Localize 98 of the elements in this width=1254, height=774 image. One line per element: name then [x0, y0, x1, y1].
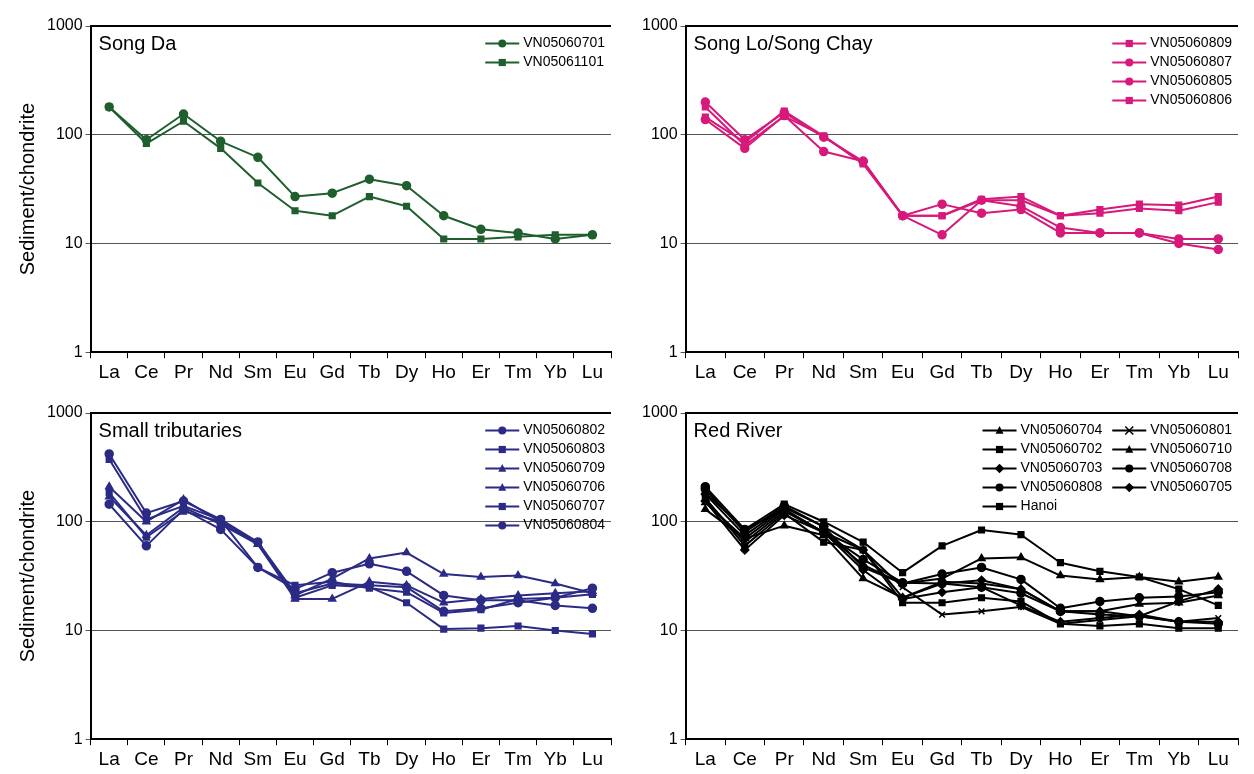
chart-title: Song Lo/Song Chay [693, 31, 873, 54]
legend-label: VN05060704 [1020, 421, 1103, 438]
legend-label: VN05060803 [523, 440, 606, 457]
x-tick-label: La [694, 747, 717, 769]
x-tick-label: Lu [1207, 360, 1229, 382]
x-tick-label: Er [471, 360, 492, 382]
x-tick-label: Ho [431, 360, 456, 382]
chart-title: Song Da [98, 31, 178, 54]
y-tick-label: 1000 [47, 16, 83, 34]
x-tick-label: Ho [1048, 747, 1073, 769]
y-tick-label: 1 [668, 729, 678, 747]
x-tick-label: Eu [283, 747, 307, 769]
x-tick-label: Tm [504, 360, 532, 382]
x-tick-label: Gd [319, 360, 345, 382]
y-tick-label: 1000 [642, 16, 678, 34]
y-tick-label: 10 [659, 233, 678, 251]
x-tick-label: Pr [174, 360, 194, 382]
legend-label: VN05060706 [523, 478, 606, 495]
x-tick-label: La [694, 360, 717, 382]
x-tick-label: Ho [1048, 360, 1073, 382]
x-tick-label: La [98, 747, 121, 769]
x-tick-label: Yb [543, 747, 567, 769]
y-tick-label: 100 [55, 512, 83, 530]
y-tick-label: 1000 [47, 403, 83, 421]
legend-label: VN05060807 [1150, 53, 1233, 70]
y-axis-title: Sediment/chondrite [15, 102, 38, 276]
x-tick-label: Ce [732, 360, 757, 382]
x-tick-label: Gd [319, 747, 345, 769]
x-tick-label: Tb [358, 360, 381, 382]
legend-label: VN05060710 [1150, 440, 1233, 457]
x-tick-label: Nd [811, 360, 836, 382]
y-tick-label: 1000 [642, 403, 678, 421]
x-tick-label: Pr [774, 747, 795, 769]
legend-label: VN05060808 [1020, 478, 1103, 495]
legend-label: VN05060805 [1150, 72, 1233, 89]
legend-label: VN05060802 [523, 421, 606, 438]
legend-label: VN05060809 [1150, 34, 1233, 51]
x-tick-label: Yb [1167, 360, 1191, 382]
y-tick-label: 1 [668, 342, 678, 360]
x-tick-label: Ce [134, 360, 159, 382]
x-tick-label: Ce [134, 747, 159, 769]
legend-label: VN05060701 [523, 34, 606, 51]
x-tick-label: Sm [848, 747, 878, 769]
x-tick-label: Gd [929, 360, 955, 382]
x-tick-label: Pr [174, 747, 194, 769]
x-tick-label: Tm [504, 747, 532, 769]
x-tick-label: Tb [970, 360, 993, 382]
y-tick-label: 1 [73, 342, 83, 360]
x-tick-label: Nd [208, 360, 233, 382]
y-tick-label: 100 [650, 512, 678, 530]
x-tick-label: Lu [581, 747, 603, 769]
legend-label: VN05060703 [1020, 459, 1103, 476]
y-tick-label: 100 [55, 125, 83, 143]
x-tick-label: Nd [208, 747, 233, 769]
x-tick-label: Dy [1009, 747, 1034, 769]
legend-label: VN05060709 [523, 459, 606, 476]
x-tick-label: Ce [732, 747, 757, 769]
x-tick-label: Eu [283, 360, 307, 382]
x-tick-label: Sm [243, 360, 273, 382]
x-tick-label: Pr [774, 360, 795, 382]
legend-label: VN05060702 [1020, 440, 1103, 457]
x-tick-label: Tb [970, 747, 993, 769]
x-tick-label: Lu [581, 360, 603, 382]
x-tick-label: Dy [1009, 360, 1034, 382]
chart-title: Small tributaries [98, 418, 242, 441]
legend-label: Hanoi [1020, 497, 1058, 514]
legend-label: VN05060705 [1150, 478, 1233, 495]
x-tick-label: Tb [358, 747, 381, 769]
x-tick-label: Tm [1125, 747, 1154, 769]
x-tick-label: Gd [929, 747, 955, 769]
x-tick-label: Ho [431, 747, 456, 769]
y-tick-label: 1 [73, 729, 83, 747]
legend-label: VN05061101 [523, 53, 605, 70]
x-tick-label: Lu [1207, 747, 1229, 769]
x-tick-label: Tm [1125, 360, 1154, 382]
y-axis-title: Sediment/chondrite [15, 489, 38, 663]
legend-label: VN05060801 [1150, 421, 1233, 438]
legend-label: VN05060708 [1150, 459, 1233, 476]
x-tick-label: Nd [811, 747, 836, 769]
chart-title: Red River [693, 418, 783, 441]
x-tick-label: Dy [394, 360, 419, 382]
y-tick-label: 10 [64, 620, 83, 638]
y-tick-label: 10 [659, 620, 678, 638]
x-tick-label: Er [1090, 360, 1111, 382]
y-tick-label: 100 [650, 125, 678, 143]
x-tick-label: Er [471, 747, 492, 769]
x-tick-label: Yb [1167, 747, 1191, 769]
legend-label: VN05060707 [523, 497, 606, 514]
x-tick-label: Eu [890, 360, 915, 382]
x-tick-label: Er [1090, 747, 1111, 769]
x-tick-label: Dy [394, 747, 419, 769]
x-tick-label: Yb [543, 360, 567, 382]
y-tick-label: 10 [64, 233, 83, 251]
x-tick-label: Sm [848, 360, 878, 382]
legend-label: VN05060806 [1150, 91, 1233, 108]
x-tick-label: La [98, 360, 121, 382]
x-tick-label: Sm [243, 747, 273, 769]
x-tick-label: Eu [890, 747, 915, 769]
